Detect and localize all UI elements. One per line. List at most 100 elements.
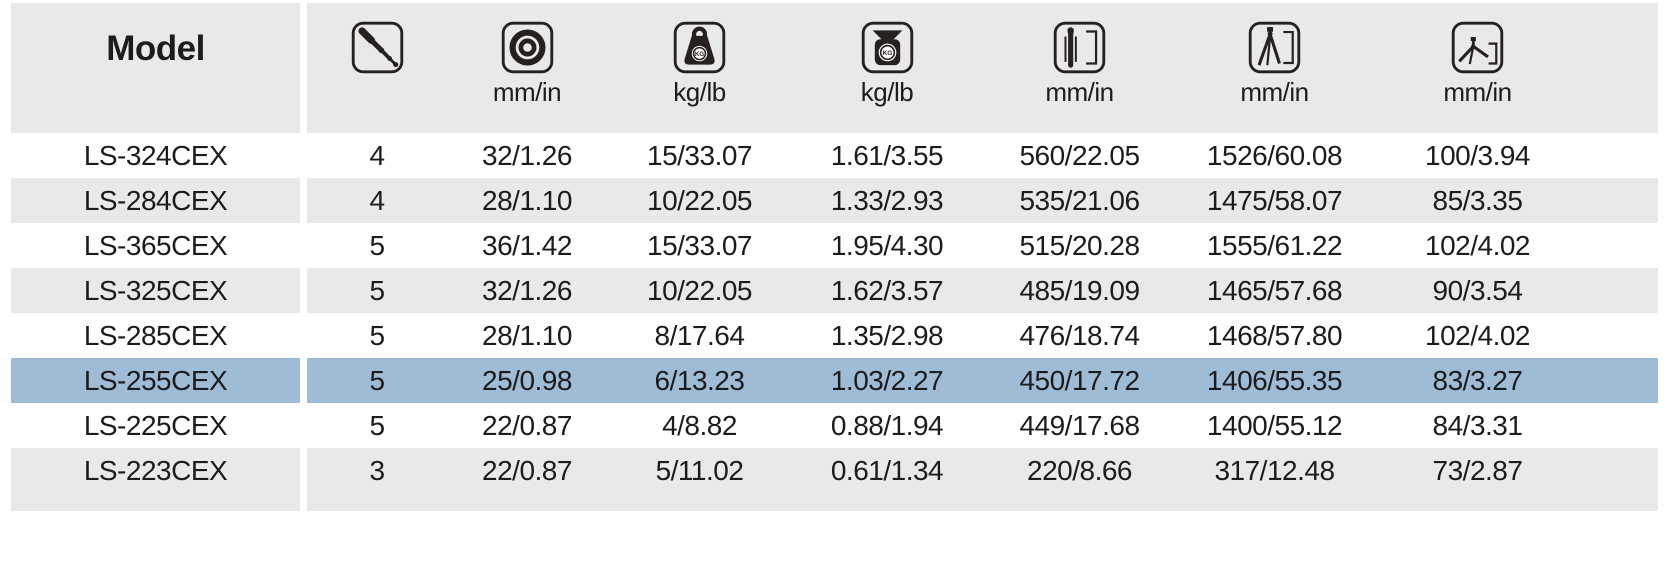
table-row[interactable]: LS-365CEX 5 36/1.42 15/33.07 1.95/4.30 5… [11,223,1658,268]
column-gutter [300,448,307,511]
tube-diameter-cell: 28/1.10 [447,313,607,358]
leg-sections-cell: 5 [307,313,447,358]
weight-cell: 1.35/2.98 [792,313,982,358]
leg-sections-cell: 5 [307,358,447,403]
max-height-cell: 1465/57.68 [1177,268,1372,313]
kg-badge-text: KG [695,51,704,58]
max-load-cell: 15/33.07 [607,223,792,268]
max-load-cell: 6/13.23 [607,358,792,403]
min-height-cell: 83/3.27 [1372,358,1658,403]
max-height-cell: 1475/58.07 [1177,178,1372,223]
model-column-header: Model [11,3,300,133]
table-row[interactable]: LS-325CEX 5 32/1.26 10/22.05 1.62/3.57 4… [11,268,1658,313]
folded-length-cell: 450/17.72 [982,358,1177,403]
unit-label: mm/in [1240,77,1309,107]
weight-icon: KG [861,21,913,74]
table-row[interactable]: LS-225CEX 5 22/0.87 4/8.82 0.88/1.94 449… [11,403,1658,448]
spec-table: Model [11,3,1658,511]
col-header-leg-sections [307,3,447,133]
tube-diameter-cell: 28/1.10 [447,178,607,223]
tube-diameter-cell: 32/1.26 [447,268,607,313]
folded-length-cell: 535/21.06 [982,178,1177,223]
min-height-cell: 90/3.54 [1372,268,1658,313]
table-header-row: Model [11,3,1658,133]
max-load-cell: 4/8.82 [607,403,792,448]
column-gutter [300,358,307,403]
col-header-weight: KG kg/lb [792,3,982,133]
tube-diameter-cell: 22/0.87 [447,403,607,448]
col-header-max-load: KG kg/lb [607,3,792,133]
folded-length-cell: 485/19.09 [982,268,1177,313]
min-height-cell: 100/3.94 [1372,133,1658,178]
column-gutter [300,3,307,133]
tube-diameter-cell: 36/1.42 [447,223,607,268]
tube-diameter-cell: 22/0.87 [447,448,607,511]
col-header-max-height: mm/in [1177,3,1372,133]
max-height-icon [1248,21,1301,74]
folded-length-icon [1053,21,1106,74]
unit-label: kg/lb [860,77,914,107]
max-height-cell: 1555/61.22 [1177,223,1372,268]
weight-cell: 0.88/1.94 [792,403,982,448]
col-header-min-height: mm/in [1372,3,1658,133]
leg-sections-cell: 4 [307,133,447,178]
table-row-highlighted[interactable]: LS-255CEX 5 25/0.98 6/13.23 1.03/2.27 45… [11,358,1658,403]
min-height-cell: 102/4.02 [1372,313,1658,358]
max-load-cell: 10/22.05 [607,178,792,223]
model-cell: LS-285CEX [11,313,300,358]
column-gutter [300,268,307,313]
weight-cell: 1.61/3.55 [792,133,982,178]
weight-cell: 1.03/2.27 [792,358,982,403]
tube-diameter-icon [501,21,553,74]
weight-cell: 1.95/4.30 [792,223,982,268]
max-load-cell: 10/22.05 [607,268,792,313]
min-height-cell: 85/3.35 [1372,178,1658,223]
unit-label: mm/in [1443,77,1512,107]
model-cell: LS-365CEX [11,223,300,268]
max-height-cell: 1468/57.80 [1177,313,1372,358]
max-load-cell: 5/11.02 [607,448,792,511]
tube-diameter-cell: 25/0.98 [447,358,607,403]
model-header-label: Model [106,29,205,68]
model-cell: LS-255CEX [11,358,300,403]
max-load-cell: 8/17.64 [607,313,792,358]
weight-cell: 1.62/3.57 [792,268,982,313]
tube-diameter-cell: 32/1.26 [447,133,607,178]
max-load-cell: 15/33.07 [607,133,792,178]
folded-length-cell: 560/22.05 [982,133,1177,178]
max-height-cell: 1400/55.12 [1177,403,1372,448]
col-header-tube-diameter: mm/in [447,3,607,133]
max-height-cell: 1526/60.08 [1177,133,1372,178]
min-height-cell: 73/2.87 [1372,448,1658,511]
leg-sections-cell: 5 [307,403,447,448]
leg-sections-cell: 3 [307,448,447,511]
min-height-cell: 102/4.02 [1372,223,1658,268]
tripod-spec-sheet: Model [11,3,1658,511]
weight-cell: 1.33/2.93 [792,178,982,223]
table-row[interactable]: LS-285CEX 5 28/1.10 8/17.64 1.35/2.98 47… [11,313,1658,358]
folded-length-cell: 515/20.28 [982,223,1177,268]
model-cell: LS-223CEX [11,448,300,511]
leg-sections-icon [351,21,403,74]
col-header-folded-length: mm/in [982,3,1177,133]
folded-length-cell: 449/17.68 [982,403,1177,448]
column-gutter [300,178,307,223]
model-cell: LS-284CEX [11,178,300,223]
model-cell: LS-325CEX [11,268,300,313]
leg-sections-cell: 5 [307,223,447,268]
leg-sections-cell: 4 [307,178,447,223]
table-row[interactable]: LS-223CEX 3 22/0.87 5/11.02 0.61/1.34 22… [11,448,1658,511]
unit-label: mm/in [1045,77,1114,107]
column-gutter [300,133,307,178]
weight-cell: 0.61/1.34 [792,448,982,511]
leg-sections-cell: 5 [307,268,447,313]
min-height-cell: 84/3.31 [1372,403,1658,448]
max-height-cell: 1406/55.35 [1177,358,1372,403]
unit-label: kg/lb [673,77,726,107]
table-row[interactable]: LS-324CEX 4 32/1.26 15/33.07 1.61/3.55 5… [11,133,1658,178]
table-row[interactable]: LS-284CEX 4 28/1.10 10/22.05 1.33/2.93 5… [11,178,1658,223]
folded-length-cell: 476/18.74 [982,313,1177,358]
model-cell: LS-225CEX [11,403,300,448]
unit-label: mm/in [492,77,562,107]
column-gutter [300,223,307,268]
